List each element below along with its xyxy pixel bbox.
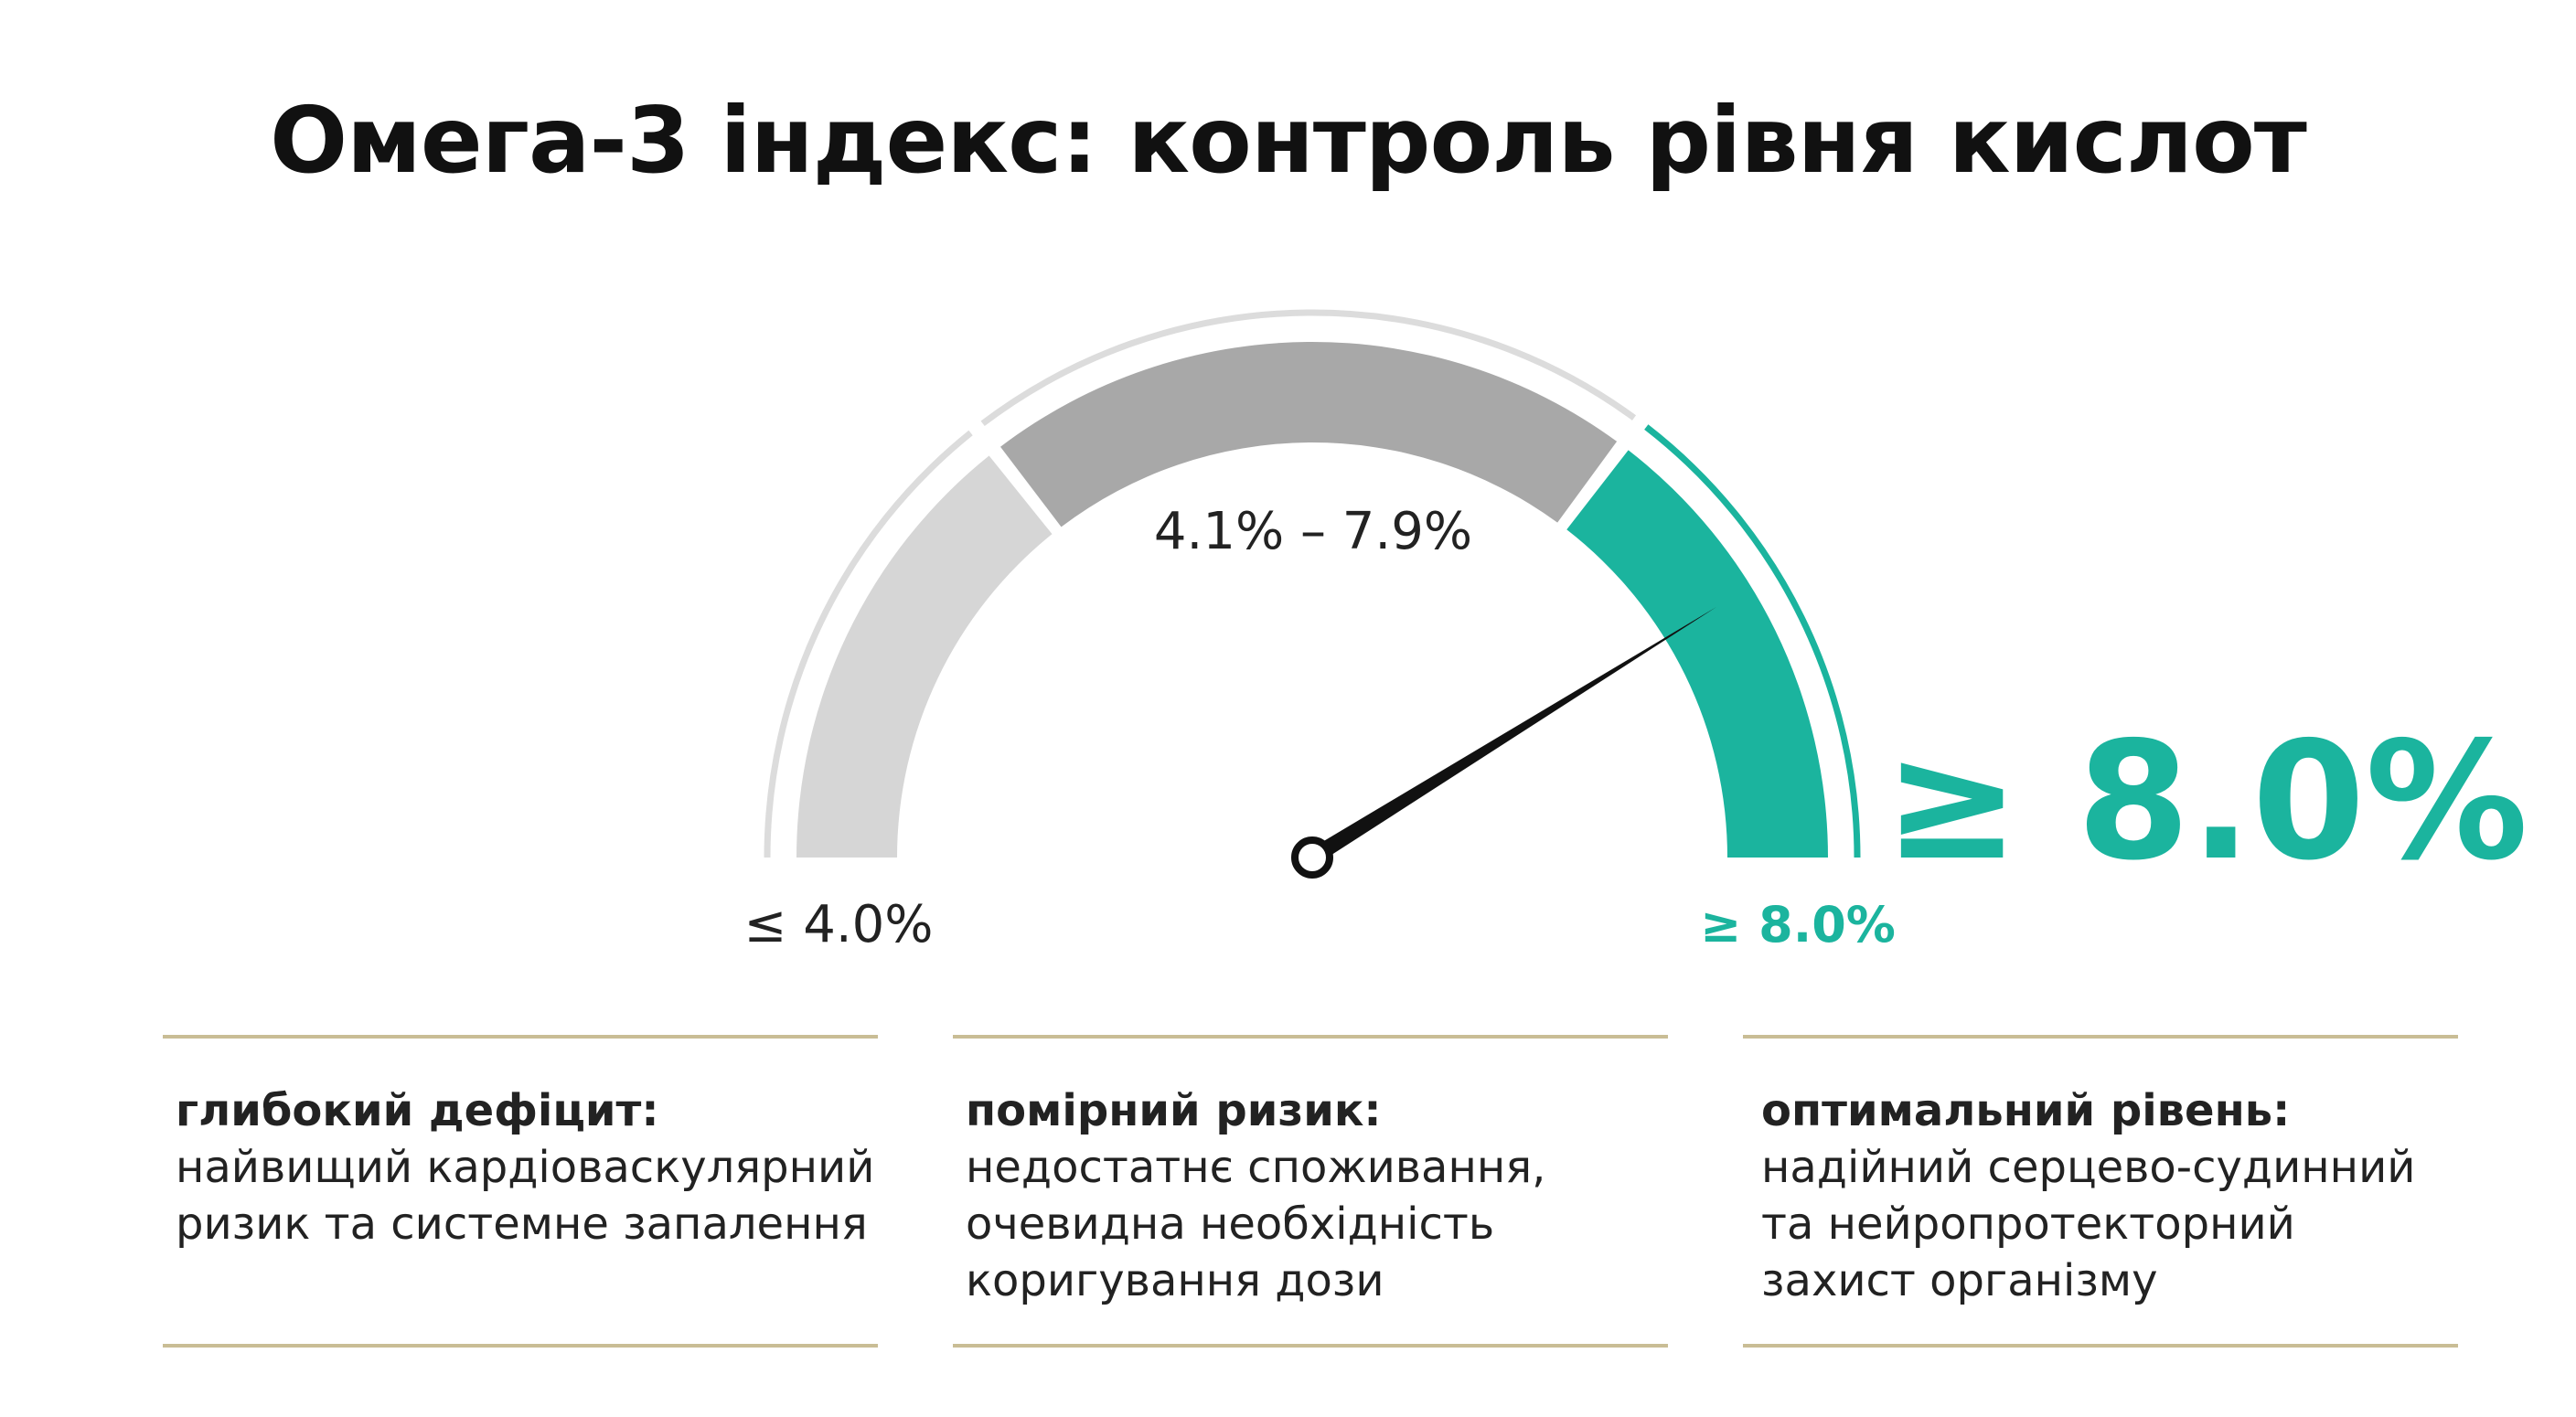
highlight-value: ≥ 8.0%	[1884, 707, 2528, 896]
column-line: коригування дози	[966, 1255, 1384, 1306]
divider-bottom	[953, 1344, 1668, 1348]
segment-label-mid: 4.1% – 7.9%	[1154, 502, 1472, 561]
column-line: недостатнє споживання,	[966, 1142, 1546, 1193]
gauge-outline	[764, 309, 1861, 858]
column-line: захист організму	[1761, 1255, 2158, 1306]
page-title: Омега-3 індекс: контроль рівня кислот	[270, 87, 2307, 194]
segment-high	[1566, 450, 1828, 858]
column-optimal: оптимальний рівень: надійний серцево-суд…	[1743, 1035, 2458, 1348]
divider-top	[163, 1035, 878, 1039]
column-heading: оптимальний рівень:	[1761, 1085, 2291, 1136]
column-heading: помірний ризик:	[966, 1085, 1382, 1136]
column-line: та нейропротекторний	[1761, 1199, 2295, 1250]
segment-low	[796, 455, 1053, 858]
outline-low	[764, 430, 973, 858]
segment-label-high: ≥ 8.0%	[1700, 896, 1896, 954]
needle-pointer	[1308, 606, 1716, 865]
column-line: очевидна необхідність	[966, 1199, 1495, 1250]
column-line: найвищий кардіоваскулярний	[176, 1142, 875, 1193]
outline-high	[1644, 424, 1861, 858]
gauge-segments	[796, 342, 1828, 858]
outline-mid	[980, 309, 1637, 427]
divider-bottom	[163, 1344, 878, 1348]
column-line: ризик та системне запалення	[176, 1199, 868, 1250]
column-line: надійний серцево-судинний	[1761, 1142, 2416, 1193]
divider-top	[953, 1035, 1668, 1039]
segment-label-low: ≤ 4.0%	[744, 895, 934, 954]
column-heading: глибокий дефіцит:	[176, 1085, 659, 1136]
gauge-needle	[1291, 606, 1716, 879]
divider-top	[1743, 1035, 2458, 1039]
divider-bottom	[1743, 1344, 2458, 1348]
column-deficit: глибокий дефіцит: найвищий кардіоваскуля…	[163, 1035, 878, 1348]
column-moderate-risk: помірний ризик: недостатнє споживання, о…	[953, 1035, 1668, 1348]
segment-mid	[1000, 342, 1618, 527]
needle-hub	[1291, 836, 1333, 879]
